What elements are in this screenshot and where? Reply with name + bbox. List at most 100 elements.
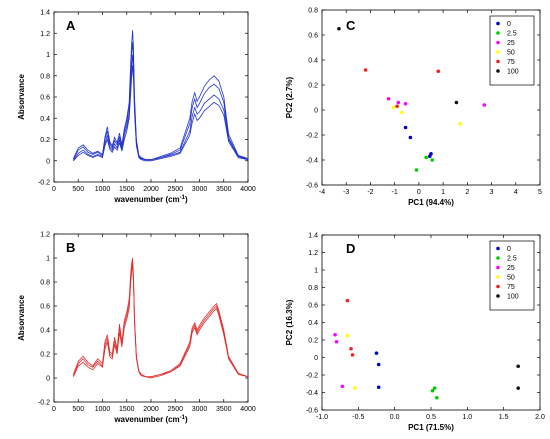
x-tick-label: 0.0 [390, 414, 400, 421]
x-tick-label: -1.0 [316, 414, 328, 421]
y-axis-label: Absorvance [17, 295, 26, 341]
y-tick-label: -0.2 [38, 400, 50, 407]
legend-marker [496, 256, 500, 260]
point-group-50 [352, 386, 357, 390]
x-tick-label: 2000 [143, 406, 159, 413]
legend-label: 0 [507, 21, 511, 28]
x-tick-label: 4 [514, 189, 518, 196]
y-tick-label: 1.4 [40, 10, 50, 17]
x-tick-label: 1500 [119, 406, 135, 413]
point-group-75 [363, 68, 368, 72]
point-group-50 [400, 110, 404, 115]
y-tick-label: 1 [46, 256, 50, 263]
legend-marker [496, 40, 500, 45]
panel-A: 0 500 1000 1500 2000 2500 3000 3500 4000-0.200.2… [17, 10, 256, 205]
x-tick-label: -0.5 [352, 414, 364, 421]
x-tick-label: 500 [72, 186, 84, 193]
point-group-2-5 [414, 168, 419, 172]
point-group-25 [396, 100, 401, 105]
x-tick-label: 3 [490, 189, 494, 196]
y-axis-label: PC2 (2.7%) [285, 76, 294, 118]
legend-marker [496, 246, 500, 251]
point-group-75 [350, 353, 355, 357]
x-axis-label-end: ) [185, 415, 188, 424]
legend-label: 2.5 [507, 31, 517, 38]
x-tick-label: -4 [319, 189, 325, 196]
y-tick-label: 0.4 [40, 116, 50, 123]
x-axis-label: wavenumber (cm-1) [113, 415, 188, 424]
x-tick-label: 0 [52, 186, 56, 193]
x-tick-label: 2.0 [535, 414, 545, 421]
x-tick-label: 2 [465, 189, 469, 196]
y-tick-label: 1.2 [40, 31, 50, 38]
x-axis-label-text: wavenumber (cm [113, 415, 179, 424]
y-tick-label: -0.2 [306, 373, 318, 380]
panel-B: 0 500 1000 1500 2000 2500 3000 3500 4000-0.200.2… [17, 232, 256, 425]
x-axis-label: PC1 (94.4%) [408, 198, 454, 207]
point-group-25 [333, 332, 337, 337]
x-tick-label: -3 [343, 189, 349, 196]
legend-label: 0 [507, 246, 511, 253]
panel-label: C [346, 18, 356, 33]
point-group-75 [349, 346, 353, 351]
x-axis-label: PC1 (71.5%) [408, 423, 454, 432]
legend-marker [496, 265, 500, 270]
point-group-50 [458, 121, 462, 126]
y-tick-label: 1 [314, 268, 318, 275]
point-group-0 [376, 385, 381, 390]
y-tick-label: 0.4 [40, 328, 50, 335]
spectrum-line-1 [73, 257, 248, 378]
x-axis-label-sup: -1 [180, 195, 186, 201]
x-axis-label-end: ) [185, 195, 188, 204]
x-tick-label: 1000 [95, 406, 111, 413]
y-tick-label: 0.8 [308, 285, 318, 292]
x-tick-label: 1000 [95, 186, 111, 193]
y-tick-label: -0.6 [306, 408, 318, 415]
legend-marker [496, 294, 500, 298]
spectrum-line-2 [73, 41, 248, 161]
y-tick-label: 1.2 [308, 250, 318, 257]
x-tick-label: 2000 [143, 186, 159, 193]
x-axis-label-text: wavenumber (cm [113, 195, 179, 204]
spectrum-line-3 [73, 265, 248, 379]
x-axis-label-sup: -1 [180, 415, 186, 421]
point-group-100 [454, 100, 459, 105]
x-axis-label: wavenumber (cm-1) [113, 195, 188, 204]
panel-D: -1.0 -0.5 0.0 0.5 1.0 1.5 2.0 -0.6 -0.4 -0.2 0 0.2 0… [285, 233, 545, 433]
legend: 0 2.5 25 50 75 100 [489, 15, 535, 86]
legend-label: 100 [507, 69, 519, 76]
point-group-2-5 [430, 388, 435, 393]
legend-marker [496, 21, 500, 26]
point-group-0 [374, 351, 379, 355]
point-group-2-5 [430, 158, 435, 162]
y-tick-label: 0.2 [308, 83, 318, 90]
legend-label: 25 [507, 40, 515, 47]
point-group-0 [429, 151, 433, 156]
plot-frame [321, 9, 541, 186]
x-tick-label: 1500 [119, 186, 135, 193]
spectrum-line-3 [73, 54, 248, 162]
point-group-25 [334, 339, 339, 344]
point-group-25 [386, 96, 391, 101]
spectrum-line-1 [73, 30, 248, 161]
legend: 0 2.5 25 50 75 100 [489, 240, 535, 311]
point-group-75 [395, 104, 399, 109]
point-group-100 [337, 26, 341, 31]
y-tick-label: 0.6 [308, 303, 318, 310]
x-tick-label: 4000 [240, 406, 256, 413]
point-group-100 [516, 364, 520, 369]
x-tick-label: 4000 [240, 186, 256, 193]
y-tick-label: 1 [46, 52, 50, 59]
panel-label: A [66, 18, 76, 33]
y-tick-label: 0.8 [40, 280, 50, 287]
point-group-0 [408, 135, 413, 140]
point-group-25 [340, 384, 345, 389]
spectrum-line-4 [73, 65, 248, 162]
y-tick-label: 0.2 [40, 137, 50, 144]
legend-label: 50 [507, 275, 515, 282]
x-tick-label: 2500 [167, 186, 183, 193]
y-tick-label: 0.2 [40, 352, 50, 359]
legend-marker [496, 31, 500, 35]
point-group-100 [516, 386, 520, 390]
